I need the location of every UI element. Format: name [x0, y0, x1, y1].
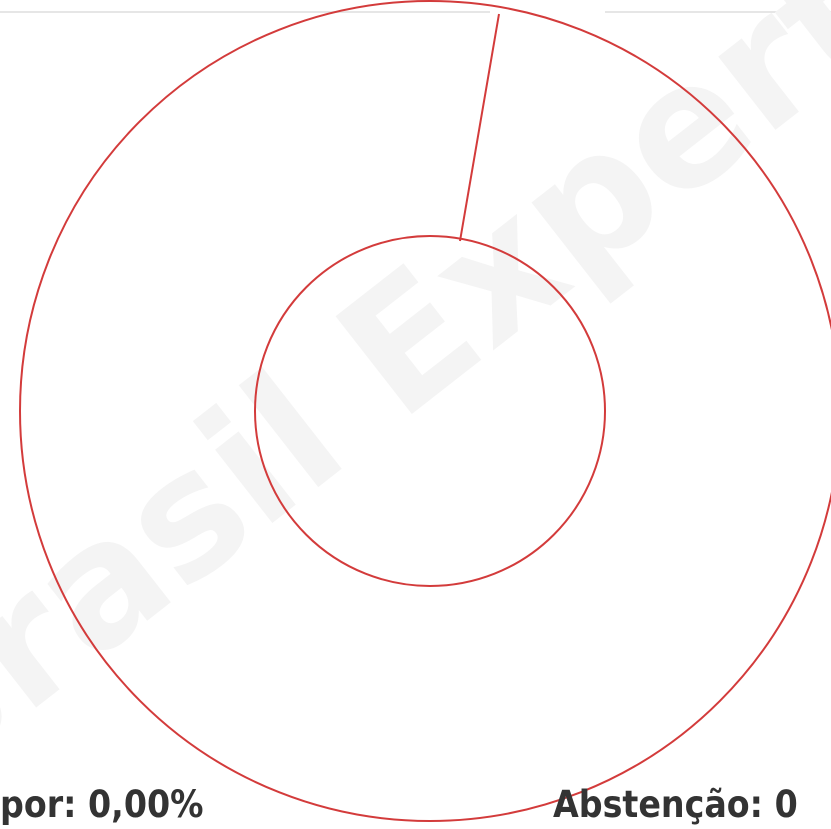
- slice-boundary: [459, 13, 500, 242]
- label: por: 0,00%: [0, 783, 204, 826]
- label: Abstenção: 0: [553, 783, 798, 826]
- donut: [19, 0, 831, 822]
- donut-inner: [254, 235, 606, 587]
- donut-outer: [19, 0, 831, 822]
